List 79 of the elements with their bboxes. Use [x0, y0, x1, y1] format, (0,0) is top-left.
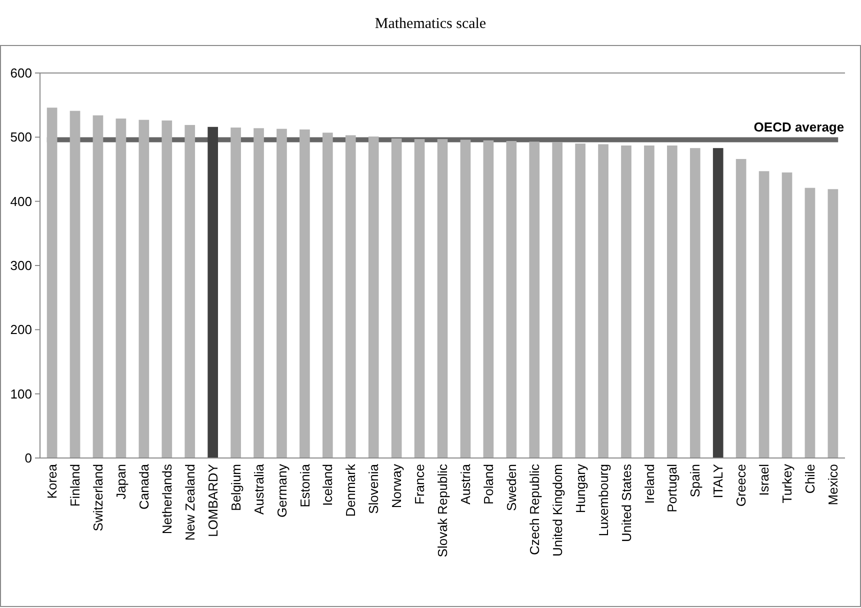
- bar: [667, 146, 678, 458]
- x-tick-label: Slovak Republic: [435, 464, 450, 558]
- x-tick-label: Sweden: [504, 464, 519, 511]
- bar: [208, 126, 218, 458]
- x-tick-label: Czech Republic: [526, 464, 542, 556]
- x-tick-label: Estonia: [297, 463, 312, 508]
- bar: [529, 142, 540, 458]
- y-tick-label: 400: [10, 194, 32, 209]
- bar: [345, 135, 356, 458]
- bar: [758, 171, 770, 458]
- bar: [116, 118, 126, 458]
- bar: [828, 189, 838, 458]
- ref-line-label: OECD average: [754, 120, 844, 135]
- bar: [506, 141, 517, 458]
- bar: [70, 110, 80, 458]
- x-tick-label: Ireland: [642, 464, 657, 504]
- bar: [391, 138, 402, 458]
- bar: [184, 124, 196, 458]
- y-tick-label: 300: [10, 258, 32, 274]
- x-tick-label: Japan: [114, 464, 129, 500]
- bar: [138, 120, 150, 458]
- bar: [414, 139, 425, 458]
- x-tick-label: France: [412, 464, 428, 504]
- bar: [552, 142, 563, 458]
- y-tick-label: 0: [24, 450, 32, 466]
- x-tick-label: Hungary: [572, 464, 588, 514]
- x-tick-label: Portugal: [664, 464, 680, 512]
- x-tick-label: Spain: [688, 464, 703, 498]
- x-tick-label: Finland: [68, 464, 83, 507]
- x-tick-label: New Zealand: [182, 464, 198, 541]
- bar: [322, 132, 333, 458]
- bar: [276, 128, 287, 458]
- x-tick-label: Switzerland: [90, 464, 106, 532]
- x-tick-label: Germany: [274, 464, 290, 518]
- y-tick-label: 600: [10, 66, 32, 81]
- bar: [230, 128, 241, 458]
- x-tick-label: Australia: [251, 463, 266, 515]
- bar: [621, 146, 632, 458]
- y-tick-label: 100: [10, 386, 32, 402]
- x-tick-label: Norway: [389, 464, 404, 508]
- x-tick-label: Chile: [802, 464, 818, 494]
- bar: [92, 115, 104, 458]
- x-tick-label: Austria: [458, 463, 474, 504]
- x-tick-label: United States: [618, 464, 634, 542]
- bar: [254, 128, 264, 458]
- x-tick-label: Luxembourg: [596, 464, 611, 536]
- x-tick-label: Mexico: [825, 464, 840, 506]
- bar: [575, 144, 586, 458]
- bar: [368, 136, 379, 458]
- x-tick-label: Poland: [480, 464, 496, 504]
- x-tick-label: Canada: [136, 463, 152, 510]
- bar: [437, 139, 448, 458]
- x-tick-label: Turkey: [780, 464, 795, 504]
- y-tick-label: 200: [10, 322, 32, 338]
- bar: [300, 129, 310, 458]
- x-tick-label: Netherlands: [159, 464, 174, 534]
- chart-title: Mathematics scale: [374, 16, 486, 32]
- bar: [712, 148, 724, 458]
- bar: [162, 120, 172, 458]
- bar: [46, 108, 58, 458]
- bar: [483, 140, 494, 458]
- x-tick-label: Greece: [734, 464, 749, 507]
- x-tick-label: LOMBARDY: [205, 464, 220, 537]
- x-tick-label: Korea: [44, 463, 60, 499]
- bar: [598, 144, 608, 458]
- y-tick-label: 500: [10, 130, 32, 145]
- bar: [460, 140, 471, 458]
- bar: [690, 148, 700, 458]
- bar: [782, 172, 792, 458]
- bar: [644, 146, 654, 458]
- x-tick-label: Denmark: [343, 464, 358, 517]
- x-tick-label: Slovenia: [366, 463, 382, 514]
- x-tick-label: Iceland: [320, 464, 336, 506]
- x-tick-label: United Kingdom: [550, 464, 565, 556]
- x-tick-label: Belgium: [228, 464, 244, 511]
- bar: [736, 158, 746, 458]
- bar: [804, 188, 816, 458]
- x-tick-label: ITALY: [710, 464, 726, 498]
- x-tick-label: Israel: [756, 464, 772, 496]
